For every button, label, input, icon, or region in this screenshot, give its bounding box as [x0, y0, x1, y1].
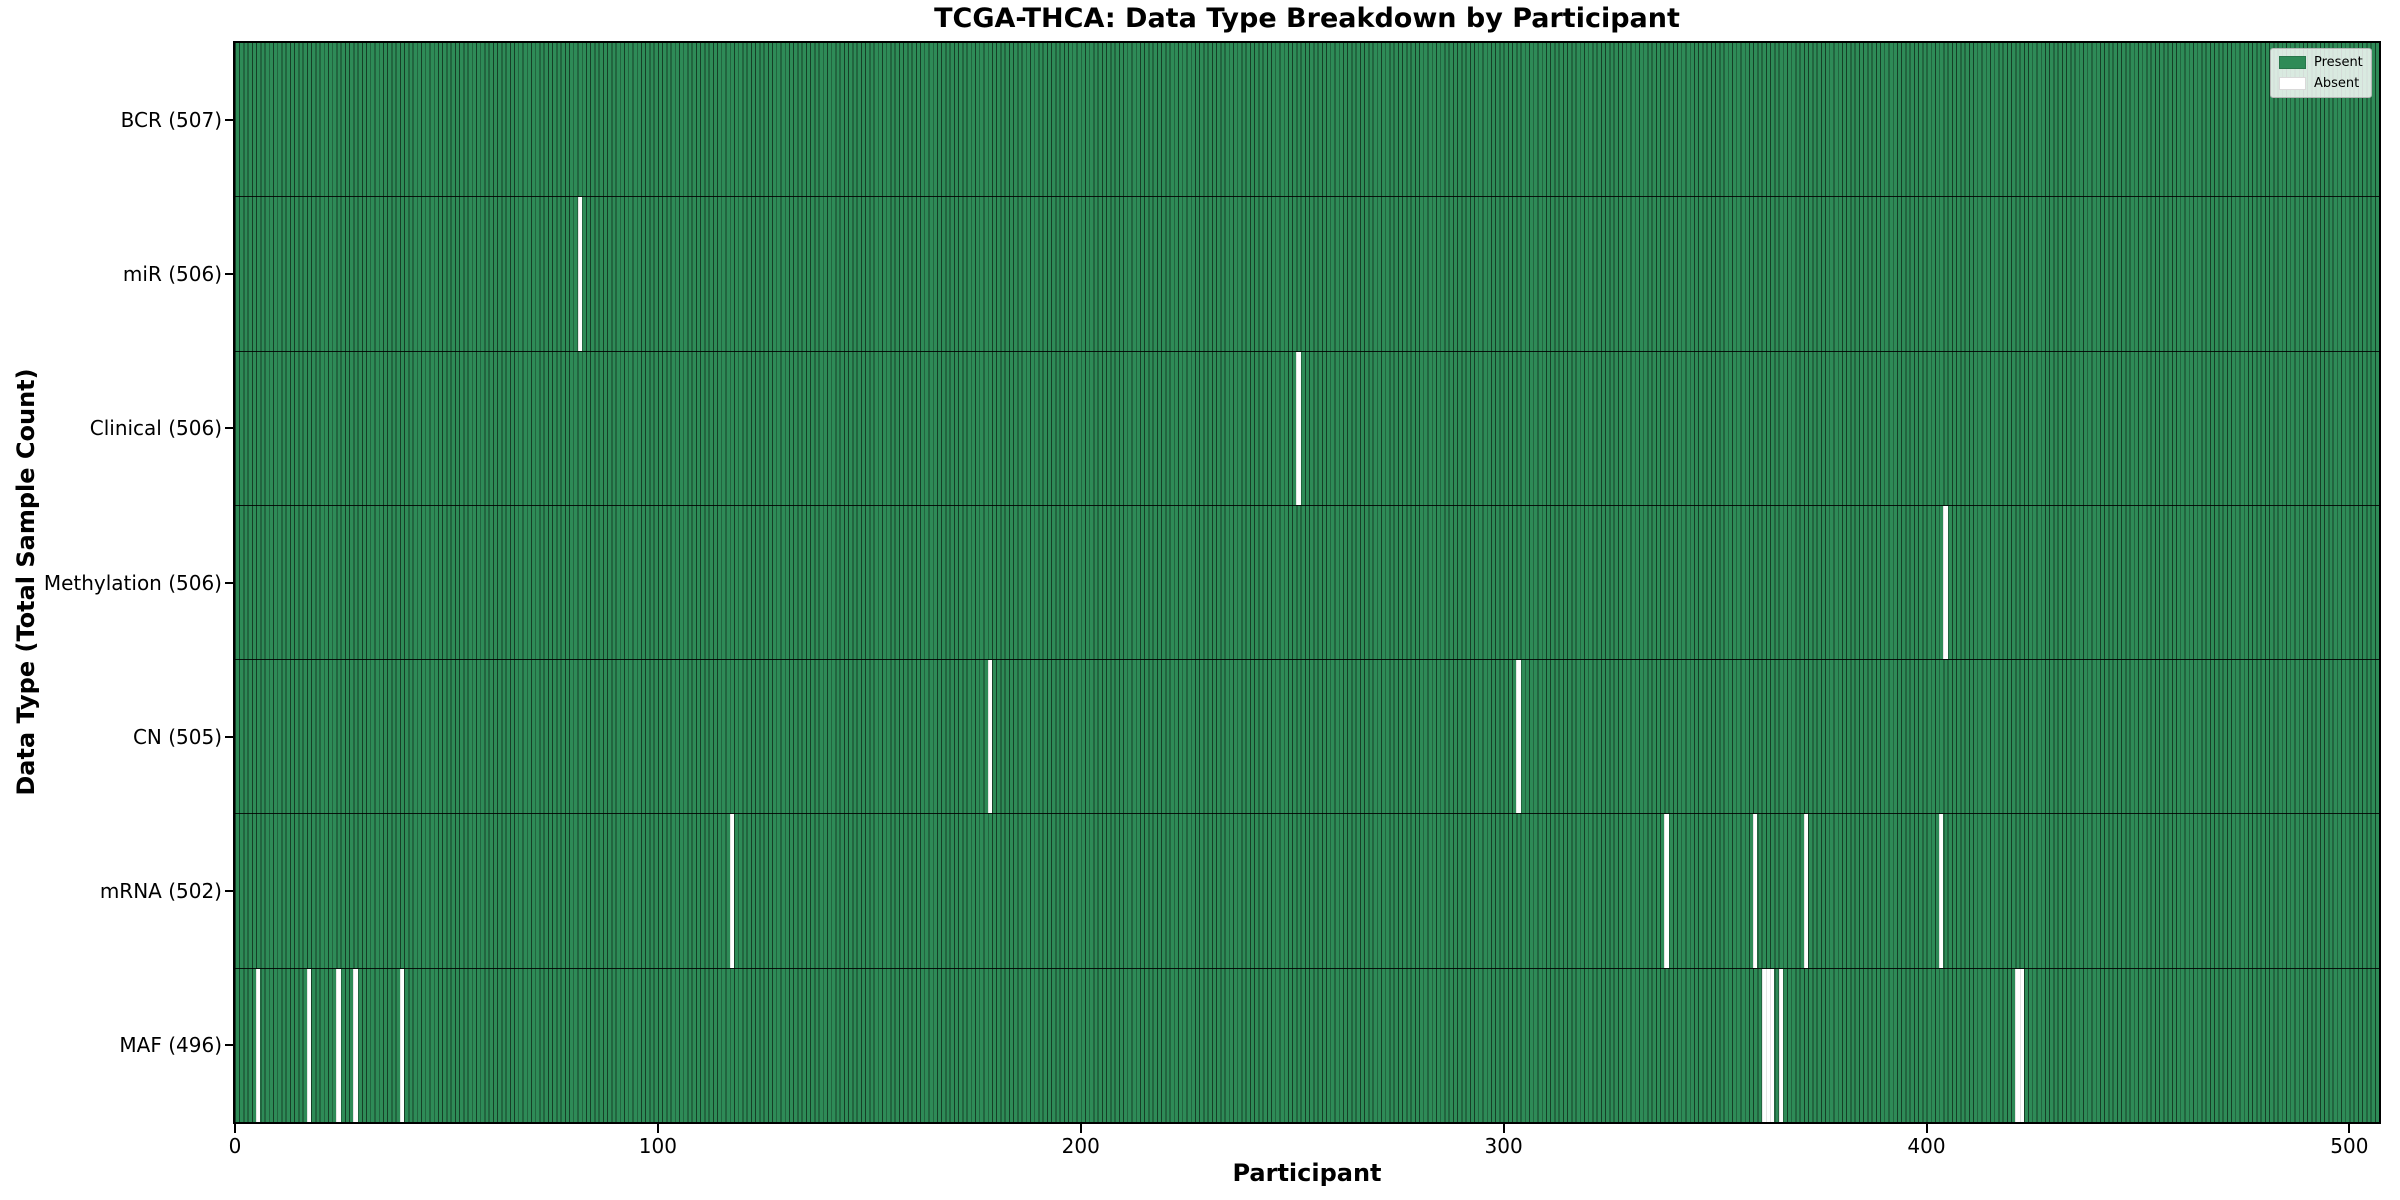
y-tick-label-clinical: Clinical (506)	[89, 416, 222, 441]
absent-gap	[1296, 351, 1301, 505]
absent-gap	[1778, 968, 1783, 1122]
y-tick-label-bcr: BCR (507)	[120, 108, 222, 133]
x-tick-mark	[1925, 1124, 1928, 1133]
x-tick-mark	[1079, 1124, 1082, 1133]
absent-gap	[729, 814, 734, 968]
absent-gap	[1943, 505, 1948, 660]
plot-area	[233, 41, 2381, 1124]
x-axis-label: Participant	[1232, 1159, 1382, 1187]
data-row-mrna	[235, 814, 2379, 969]
data-row-bcr	[235, 43, 2379, 198]
data-row-cn	[235, 660, 2379, 815]
y-tick-label-methylation: Methylation (506)	[43, 570, 222, 595]
y-tick-label-mir: miR (506)	[122, 262, 222, 287]
legend-label: Absent	[2314, 76, 2360, 91]
absent-gap	[577, 197, 582, 351]
y-tick-label-maf: MAF (496)	[119, 1032, 222, 1057]
absent-gap	[1770, 968, 1775, 1122]
x-tick-mark	[1502, 1124, 1505, 1133]
y-tick-mark	[225, 581, 233, 584]
x-tick-label-0: 0	[228, 1134, 242, 1158]
legend-swatch-present	[2279, 56, 2306, 69]
absent-gap	[399, 968, 405, 1122]
absent-gap	[1765, 968, 1771, 1122]
y-tick-label-cn: CN (505)	[132, 724, 222, 749]
absent-gap	[306, 968, 312, 1122]
absent-gap	[256, 968, 261, 1122]
x-tick-label-300: 300	[1484, 1134, 1523, 1158]
absent-gap	[1939, 814, 1944, 968]
x-tick-mark	[234, 1124, 236, 1133]
y-tick-mark	[225, 273, 233, 276]
absent-gap	[987, 660, 992, 814]
legend: Present Absent	[2270, 48, 2372, 98]
x-tick-label-400: 400	[1907, 1134, 1946, 1158]
data-row-mir	[235, 197, 2379, 352]
absent-gap	[353, 968, 358, 1122]
absent-gap	[1761, 968, 1766, 1122]
legend-label: Present	[2314, 55, 2363, 70]
chart-title: TCGA-THCA: Data Type Breakdown by Partic…	[934, 3, 1680, 34]
data-row-clinical	[235, 351, 2379, 506]
absent-gap	[2015, 968, 2020, 1122]
y-tick-mark	[225, 735, 233, 738]
absent-gap	[1753, 814, 1758, 968]
absent-gap	[1803, 814, 1809, 968]
y-tick-mark	[225, 889, 233, 892]
y-tick-mark	[225, 427, 233, 430]
x-tick-mark	[2348, 1124, 2351, 1133]
data-row-methylation	[235, 505, 2379, 661]
legend-item-absent: Absent	[2279, 76, 2363, 91]
x-tick-label-200: 200	[1061, 1134, 1100, 1158]
x-tick-mark	[656, 1124, 659, 1133]
absent-gap	[1516, 660, 1521, 814]
y-tick-label-mrna: mRNA (502)	[99, 878, 222, 903]
absent-gap	[336, 968, 341, 1122]
data-row-maf	[235, 968, 2379, 1122]
y-tick-mark	[225, 1043, 233, 1046]
y-tick-mark	[225, 119, 233, 122]
absent-gap	[1664, 814, 1669, 968]
legend-item-present: Present	[2279, 55, 2363, 70]
x-tick-label-100: 100	[638, 1134, 677, 1158]
absent-gap	[2019, 968, 2024, 1122]
x-tick-label-500: 500	[2330, 1134, 2369, 1158]
legend-swatch-absent	[2279, 77, 2306, 90]
